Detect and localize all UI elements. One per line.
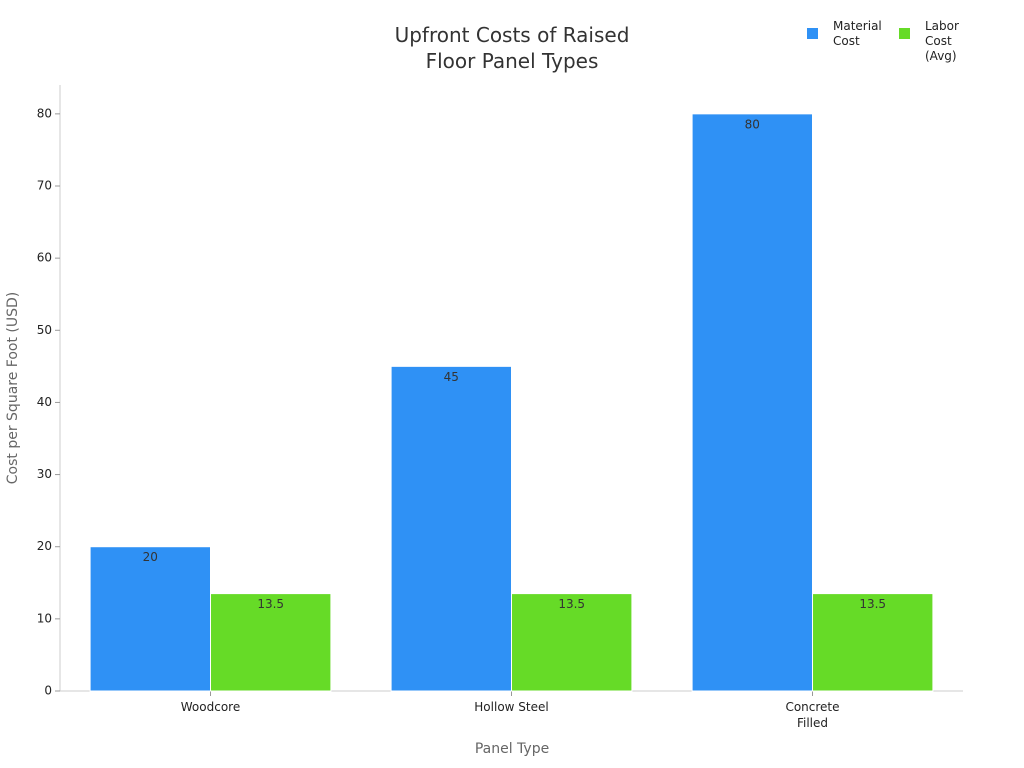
y-tick-label: 50 [37, 323, 52, 337]
data-label: 13.5 [859, 597, 886, 611]
y-tick-label: 30 [37, 467, 52, 481]
chart-title: Upfront Costs of Raised Floor Panel Type… [394, 23, 630, 73]
y-tick-label: 60 [37, 251, 52, 265]
data-label: 13.5 [558, 597, 585, 611]
bar [390, 365, 513, 692]
legend-swatch [899, 28, 910, 39]
y-tick-label: 20 [37, 539, 52, 553]
y-tick-label: 0 [44, 684, 52, 698]
legend-swatch [807, 28, 818, 39]
x-tick-label: Woodcore [180, 700, 241, 714]
bar [210, 593, 332, 692]
bar [89, 546, 211, 692]
y-tick-label: 80 [37, 106, 52, 120]
y-axis-label: Cost per Square Foot (USD) [5, 292, 21, 484]
data-label: 20 [143, 550, 158, 564]
bar [812, 593, 934, 692]
bar [691, 113, 813, 692]
data-label: 13.5 [257, 597, 284, 611]
y-tick-label: 40 [37, 395, 52, 409]
bar [511, 593, 633, 692]
x-axis-label: Panel Type [474, 741, 550, 757]
data-label: 45 [444, 370, 459, 384]
y-tick-label: 70 [37, 179, 52, 193]
legend-label: Material Cost [833, 19, 882, 48]
x-tick-label: Hollow Steel [474, 700, 549, 714]
data-label: 80 [745, 117, 760, 131]
y-tick-label: 10 [37, 611, 52, 625]
x-tick-label: Concrete Filled [785, 700, 840, 730]
legend-label: Labor Cost (Avg) [925, 19, 959, 63]
